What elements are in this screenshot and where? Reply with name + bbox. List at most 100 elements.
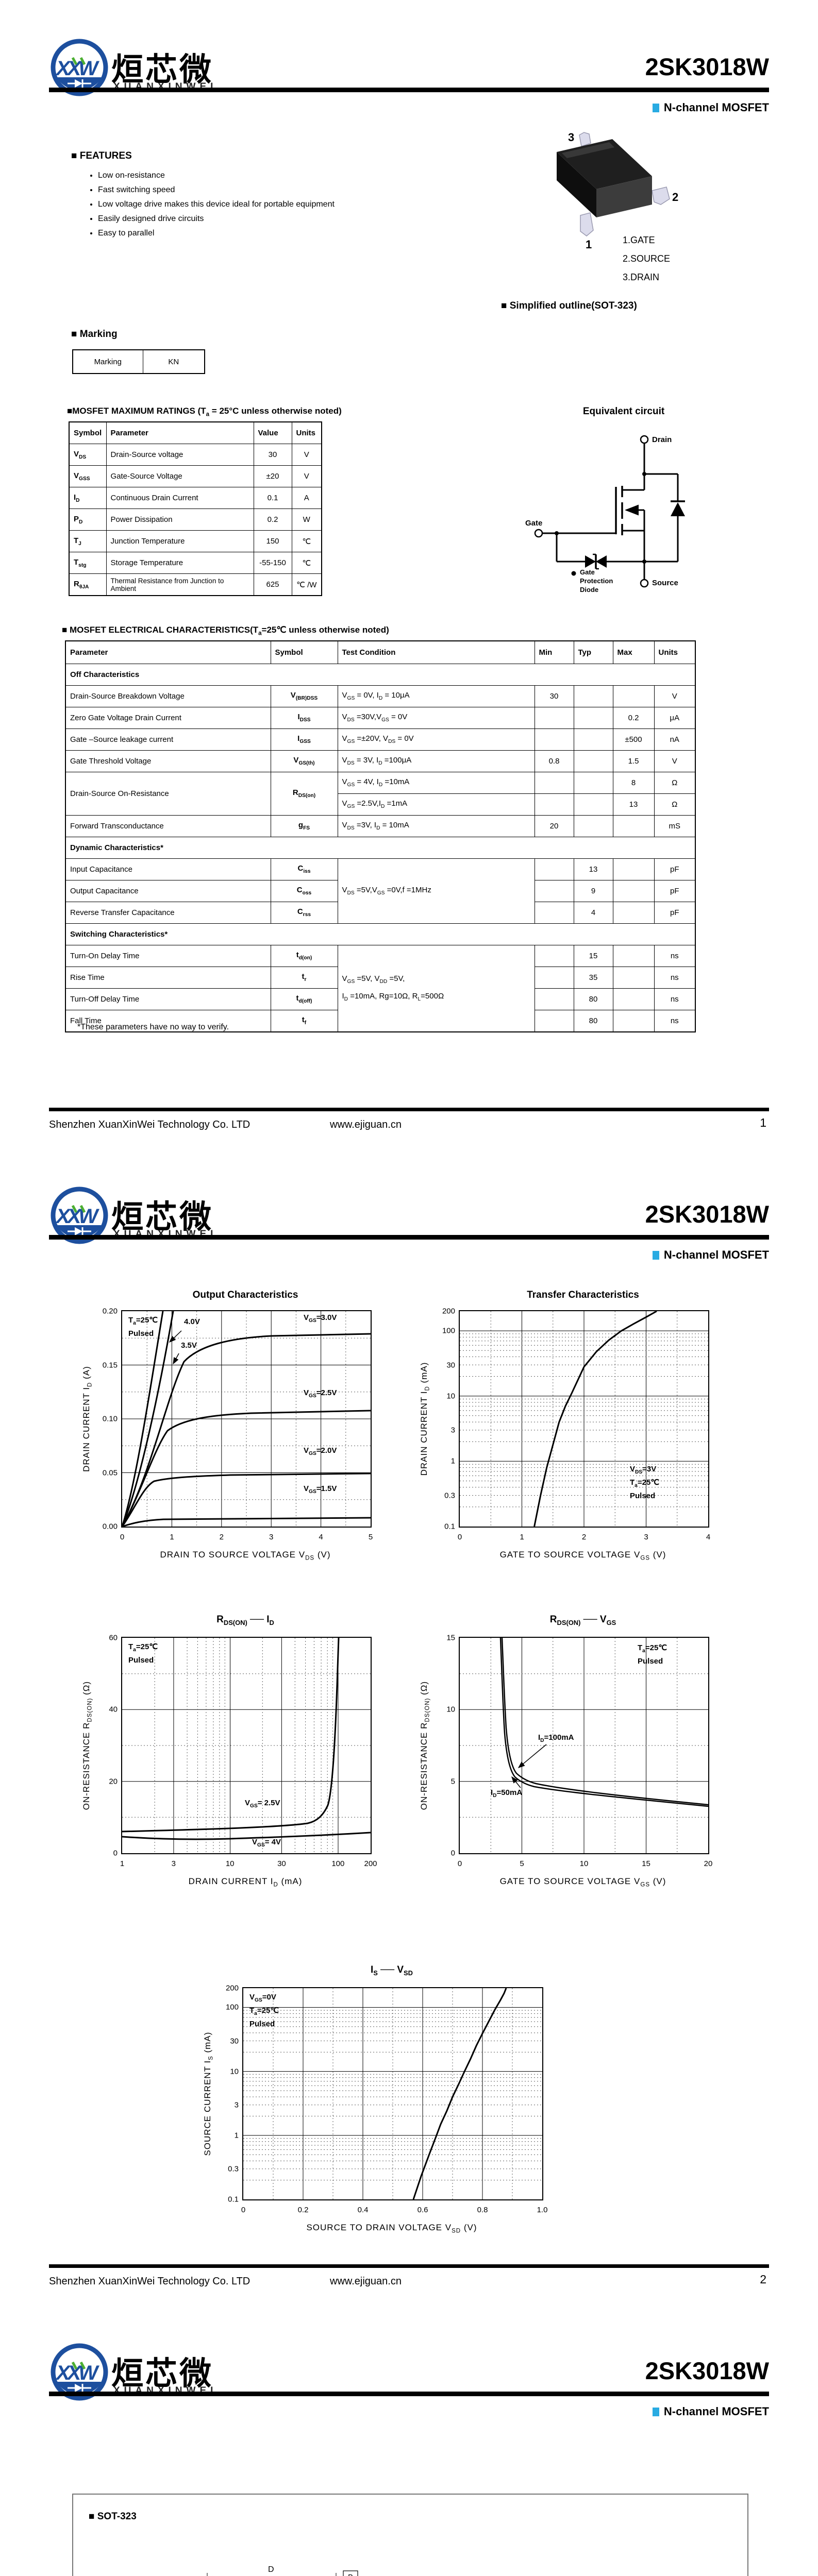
table-row: VDS Drain-Source voltage 30 V <box>69 444 322 466</box>
chart-title: RDS(ON) ── VGS <box>549 1614 616 1626</box>
package-heading: ■ SOT-323 <box>89 2511 137 2522</box>
y-tick: 60 <box>109 1633 118 1642</box>
curve-label: VGS= 2.5V <box>245 1799 280 1809</box>
curve-label: VGS=1.5V <box>304 1484 337 1495</box>
x-tick: 3 <box>269 1533 274 1541</box>
device-category: N-channel MOSFET <box>652 101 769 114</box>
table-row: Forward Transconductance gFS VDS =3V, ID =… <box>65 815 696 837</box>
y-tick: 30 <box>230 2037 239 2045</box>
y-tick: 10 <box>446 1705 455 1714</box>
x-tick: 3 <box>644 1533 648 1541</box>
gate-protection-diode-label: Gate Protection Diode <box>580 568 613 594</box>
header-rule <box>49 1235 769 1240</box>
chart-annotation: Ta=25℃ Pulsed <box>638 1643 667 1666</box>
chart-plot-area: Ta=25℃ Pulsed ID=100mA ID=50mA 0 5 10 15… <box>419 1634 712 1869</box>
curve-label: VGS=2.0V <box>304 1446 337 1456</box>
x-tick: 3 <box>171 1859 176 1868</box>
y-tick: 40 <box>109 1705 118 1714</box>
x-tick: 4 <box>319 1533 323 1541</box>
section-row: Dynamic Characteristics* <box>65 836 696 859</box>
y-tick: 30 <box>446 1361 455 1369</box>
footer-website: www.ejiguan.cn <box>330 2276 402 2287</box>
list-item: Low voltage drive makes this device idea… <box>98 200 469 209</box>
curve-label: ID=50mA <box>491 1788 523 1799</box>
table-row: Zero Gate Voltage Drain Current IDSS VDS =… <box>65 706 696 729</box>
chart-title: Transfer Characteristics <box>527 1290 639 1300</box>
table-header-row: Symbol Parameter Value Units <box>69 421 322 444</box>
page-number: 1 <box>760 1116 766 1129</box>
chart-plot-area: Ta=25℃ Pulsed 4.0V 3.5V VGS=3.0V VGS=2.5… <box>81 1307 373 1542</box>
equivalent-circuit-heading: Equivalent circuit <box>582 406 665 417</box>
table-row: Reverse Transfer Capacitance Crss 4 pF <box>65 901 696 924</box>
curve-label: VGS= 4V <box>252 1838 281 1848</box>
x-tick: 0.2 <box>297 2206 309 2214</box>
x-tick: 2 <box>219 1533 224 1541</box>
page-1: XXW 烜芯微 XUANXINWEI 2SK3018W N-channel MO… <box>0 0 818 1157</box>
table-row: Output Capacitance Coss 9 pF <box>65 879 696 902</box>
part-number: 2SK3018W <box>645 53 769 80</box>
chart-plot-area: Ta=25℃ Pulsed VGS= 2.5V VGS= 4V 1 3 10 3… <box>81 1634 377 1869</box>
pin-legend: 1.GATE 2.SOURCE 3.DRAIN <box>623 231 670 286</box>
list-item: Fast switching speed <box>98 185 469 195</box>
marking-heading: ■ Marking <box>71 329 118 340</box>
x-tick: 15 <box>642 1859 650 1868</box>
svg-text:XXW: XXW <box>55 1205 99 1228</box>
chart-annotation: Ta=25℃ Pulsed <box>128 1642 158 1665</box>
x-tick: 5 <box>368 1533 373 1541</box>
chart-is-vs-vsd: IS ── VSD VGS=0V Ta=25℃ Pulsed 0 0.2 0.4 <box>186 1964 577 2253</box>
x-tick: 0 <box>457 1533 462 1541</box>
gate-label: Gate <box>525 519 543 528</box>
y-tick: 10 <box>446 1392 455 1401</box>
y-tick: 100 <box>442 1326 455 1335</box>
side-view-drawing: E HE v A B A A1 Q c X <box>506 2546 795 2576</box>
x-tick: 10 <box>225 1859 235 1868</box>
x-tick: 2 <box>581 1533 587 1541</box>
curve-label: 3.5V <box>181 1341 197 1350</box>
y-tick: 20 <box>109 1777 118 1786</box>
part-number: 2SK3018W <box>645 1200 769 1228</box>
y-tick: 200 <box>442 1307 455 1316</box>
y-axis-label: DRAIN CURRENT ID (A) <box>81 1366 93 1472</box>
table-row: Gate Threshold Voltage VGS(th) VDS = 3V, I… <box>65 750 696 772</box>
curve-label: ID=100mA <box>538 1733 574 1743</box>
max-ratings-table: Symbol Parameter Value Units VDS Drain-So… <box>69 421 322 596</box>
footer-website: www.ejiguan.cn <box>330 1119 402 1130</box>
category-bullet-icon <box>652 104 659 112</box>
features-list: Low on-resistance Fast switching speed L… <box>89 166 469 243</box>
footer-company: Shenzhen XuanXinWei Technology Co. LTD <box>49 1119 251 1130</box>
page-3: XXW 烜芯微 XUANXINWEI 2SK3018W N-channel MO… <box>0 2313 818 2576</box>
y-tick: 1 <box>450 1456 455 1466</box>
part-number: 2SK3018W <box>645 2357 769 2384</box>
marking-value-cell: KN <box>142 349 205 374</box>
y-axis-label: DRAIN CURRENT ID (mA) <box>419 1362 431 1476</box>
company-name-cn: 烜芯微 <box>111 2356 214 2392</box>
table-row: Input Capacitance Ciss VDS =5V,VGS =0V,f… <box>65 858 696 924</box>
x-tick: 1 <box>170 1533 174 1541</box>
x-tick: 100 <box>331 1859 345 1868</box>
section-row: Switching Characteristics* <box>65 923 696 945</box>
company-name-cn: 烜芯微 <box>111 1199 214 1235</box>
curve-label: 4.0V <box>184 1317 200 1326</box>
x-axis-label: GATE TO SOURCE VOLTAGE VGS (V) <box>499 1876 666 1888</box>
y-tick: 3 <box>234 2100 239 2110</box>
x-tick: 0.6 <box>417 2206 428 2214</box>
page-number: 2 <box>760 2273 766 2286</box>
company-logo: XXW <box>49 2342 110 2405</box>
chart-annotation: VDS=3V Ta=25℃ Pulsed <box>630 1465 660 1500</box>
x-tick: 200 <box>364 1859 377 1868</box>
chart-plot-area: VDS=3V Ta=25℃ Pulsed 0 1 2 3 4 200 100 3… <box>419 1307 710 1542</box>
x-tick: 4 <box>706 1533 711 1541</box>
x-axis-label: SOURCE TO DRAIN VOLTAGE VSD (V) <box>306 2223 477 2234</box>
y-tick: 0.20 <box>102 1307 118 1316</box>
pin-2-label: 2 <box>672 191 678 204</box>
y-axis-label: ON-RESISTANCE RDS(ON) (Ω) <box>419 1681 431 1810</box>
x-tick: 0 <box>120 1533 125 1541</box>
pin-1-label: 1 <box>586 238 592 251</box>
x-tick: 1 <box>520 1533 524 1541</box>
pin-legend-gate: 1.GATE <box>623 235 655 245</box>
outline-caption: ■ Simplified outline(SOT-323) <box>501 300 637 311</box>
package-3d-drawing: 3 2 1 <box>479 129 686 296</box>
table-header-row: Parameter Symbol Test Condition Min Typ … <box>65 640 696 664</box>
x-axis-label: DRAIN TO SOURCE VOLTAGE VDS (V) <box>160 1550 331 1562</box>
